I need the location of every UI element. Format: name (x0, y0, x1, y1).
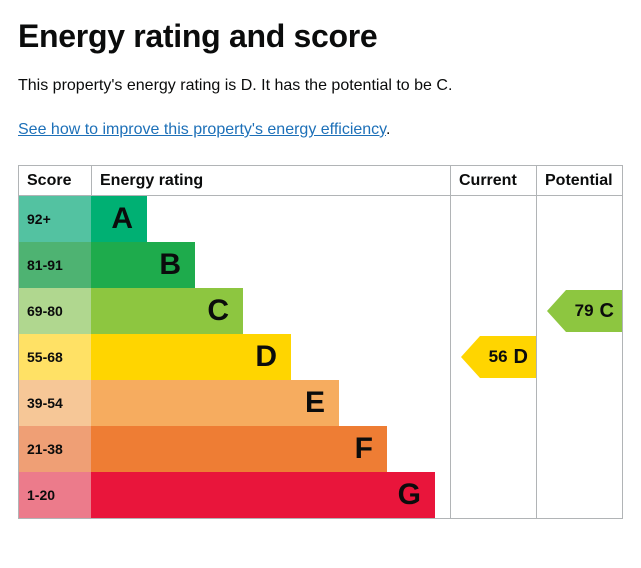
current-cell (450, 380, 536, 426)
chart-rows: 92+A81-91B69-80C79C55-68D56D39-54E21-38F… (19, 196, 622, 518)
energy-rating-chart: Score Energy rating Current Potential 92… (18, 165, 623, 519)
bar-cell: F (91, 426, 450, 472)
potential-cell (536, 196, 622, 242)
score-range: 1-20 (19, 472, 91, 518)
score-range: 81-91 (19, 242, 91, 288)
rating-bar-a: A (91, 196, 147, 242)
current-cell (450, 472, 536, 518)
bar-cell: D (91, 334, 450, 380)
header-potential: Potential (536, 166, 622, 196)
bar-cell: G (91, 472, 450, 518)
potential-cell (536, 334, 622, 380)
potential-cell: 79 C (536, 288, 622, 334)
bar-cell: B (91, 242, 450, 288)
potential-rating-tag: 79 C (566, 290, 622, 332)
current-letter: D (514, 346, 528, 369)
score-range: 69-80 (19, 288, 91, 334)
header-rating: Energy rating (91, 166, 450, 196)
rating-bar-c: C (91, 288, 243, 334)
intro-text: This property's energy rating is D. It h… (18, 77, 623, 95)
rating-row-d: 55-68D56D (19, 334, 622, 380)
improve-efficiency-link[interactable]: See how to improve this property's energ… (18, 121, 386, 138)
right-cols: 79 C (450, 288, 622, 334)
chart-header-row: Score Energy rating Current Potential (19, 166, 622, 196)
header-score: Score (19, 166, 91, 196)
page-title: Energy rating and score (18, 18, 623, 55)
right-cols (450, 380, 622, 426)
bar-cell: C (91, 288, 450, 334)
score-range: 21-38 (19, 426, 91, 472)
current-value: 56 (489, 347, 508, 367)
rating-bar-f: F (91, 426, 387, 472)
current-cell (450, 196, 536, 242)
right-cols (450, 196, 622, 242)
bar-cell: E (91, 380, 450, 426)
score-range: 92+ (19, 196, 91, 242)
rating-row-a: 92+A (19, 196, 622, 242)
rating-bar-e: E (91, 380, 339, 426)
rating-row-c: 69-80C79C (19, 288, 622, 334)
rating-row-f: 21-38F (19, 426, 622, 472)
right-cols (450, 242, 622, 288)
score-range: 39-54 (19, 380, 91, 426)
potential-cell (536, 242, 622, 288)
current-cell (450, 426, 536, 472)
rating-bar-d: D (91, 334, 291, 380)
bar-cell: A (91, 196, 450, 242)
potential-letter: C (600, 300, 614, 323)
rating-bar-b: B (91, 242, 195, 288)
current-rating-tag: 56 D (480, 336, 536, 378)
rating-row-g: 1-20G (19, 472, 622, 518)
right-cols (450, 426, 622, 472)
link-suffix: . (386, 121, 390, 138)
potential-cell (536, 426, 622, 472)
header-current: Current (450, 166, 536, 196)
potential-value: 79 (575, 301, 594, 321)
link-line: See how to improve this property's energ… (18, 121, 623, 139)
potential-cell (536, 380, 622, 426)
current-cell (450, 242, 536, 288)
score-range: 55-68 (19, 334, 91, 380)
right-cols (450, 472, 622, 518)
right-cols: 56 D (450, 334, 622, 380)
current-cell (450, 288, 536, 334)
rating-row-b: 81-91B (19, 242, 622, 288)
rating-row-e: 39-54E (19, 380, 622, 426)
current-cell: 56 D (450, 334, 536, 380)
rating-bar-g: G (91, 472, 435, 518)
potential-cell (536, 472, 622, 518)
